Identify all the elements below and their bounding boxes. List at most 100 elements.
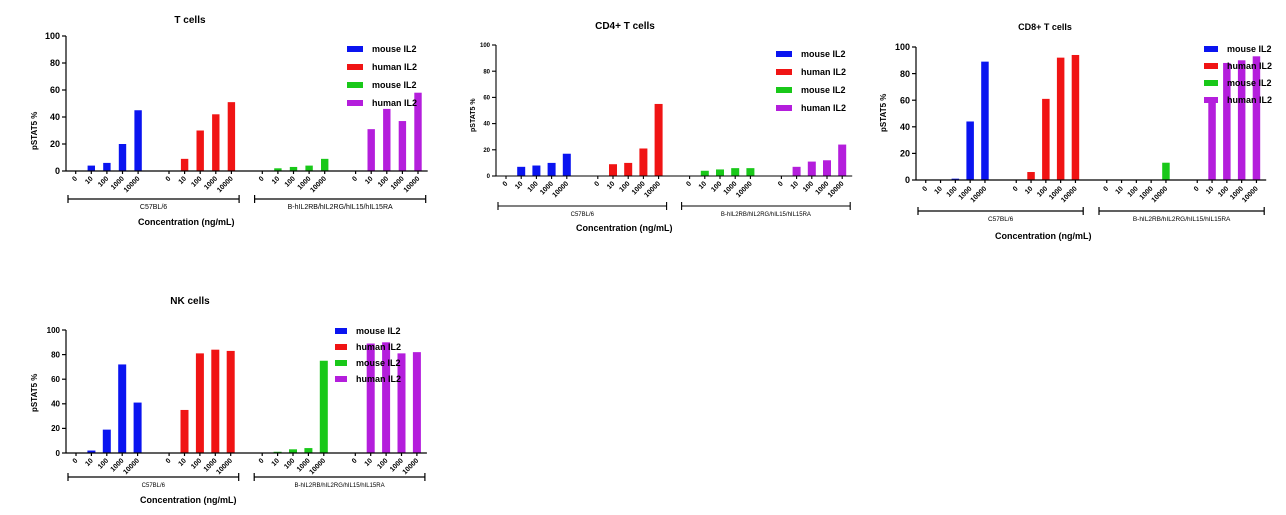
legend-label: mouse IL2 <box>356 358 401 368</box>
bar <box>227 102 236 171</box>
x-tick-label: 10000 <box>122 457 141 476</box>
bar <box>1223 62 1231 180</box>
legend-swatch <box>1204 79 1218 86</box>
bar <box>731 168 740 176</box>
bar <box>547 162 556 176</box>
bar <box>118 144 127 171</box>
x-tick-label: 0 <box>165 175 173 183</box>
x-tick-label: 100 <box>377 175 390 188</box>
y-axis-label: pSTAT5 % <box>30 373 39 412</box>
x-tick-label: 0 <box>258 457 266 465</box>
y-tick-label: 0 <box>55 166 60 176</box>
legend-item-human-il2: human IL2 <box>335 339 401 355</box>
x-tick-label: 10 <box>271 457 282 468</box>
y-tick-label: 80 <box>900 69 910 79</box>
legend-swatch <box>1204 45 1218 52</box>
bar <box>134 110 142 171</box>
legend-item-mouse-il2: mouse IL2 <box>347 40 417 58</box>
legend-swatch <box>1204 96 1218 103</box>
x-tick-label: 10 <box>934 185 945 196</box>
legend-label: mouse IL2 <box>1227 43 1272 54</box>
legend-item-mouse-il2: mouse IL2 <box>776 81 846 99</box>
x-tick-label: 100 <box>284 175 297 188</box>
bar <box>966 121 974 180</box>
legend-item-mouse-il2: mouse IL2 <box>335 323 401 339</box>
legend-item-mouse-il2: mouse IL2 <box>776 45 846 63</box>
legend-label: human IL2 <box>801 67 847 77</box>
legend-swatch <box>776 87 792 93</box>
x-tick-label: 10000 <box>827 180 846 199</box>
x-tick-label: 10 <box>606 180 617 191</box>
bar <box>289 166 298 171</box>
chart-t-cells: T cells pSTAT5 % 0 20 40 60 80 100 0 10 100 1000 1… <box>0 0 460 240</box>
legend-label: human IL2 <box>1227 94 1273 105</box>
bar <box>304 448 313 453</box>
x-tick-label: 10000 <box>216 175 235 194</box>
y-tick-label: 0 <box>56 449 61 458</box>
x-tick-label: 0 <box>1102 185 1110 193</box>
x-tick-label: 10 <box>1024 185 1035 196</box>
x-tick-label: 10000 <box>123 175 142 194</box>
bar <box>562 153 571 176</box>
bar <box>195 353 204 453</box>
bar <box>624 162 633 176</box>
chart-title: CD8+ T cells <box>1018 22 1072 32</box>
bar <box>180 409 189 453</box>
y-tick-label: 0 <box>487 174 491 180</box>
bar <box>823 160 831 176</box>
x-tick-label: 10000 <box>308 457 327 476</box>
y-tick-label: 60 <box>900 95 910 105</box>
bar <box>321 158 329 171</box>
legend-item-human-il2: human IL2 <box>776 63 846 81</box>
x-tick-label: 10000 <box>403 175 422 194</box>
legend-swatch <box>335 376 347 382</box>
x-tick-label: 0 <box>258 175 266 183</box>
x-tick-label: 100 <box>190 175 203 188</box>
legend: mouse IL2 human IL2 mouse IL2 human IL2 <box>347 40 417 112</box>
legend-label: mouse IL2 <box>372 80 417 90</box>
group-label: C57BL/6 <box>142 483 166 489</box>
y-tick-label: 60 <box>50 85 60 95</box>
x-tick-label: 10 <box>1205 185 1216 196</box>
legend-item-human-il2: human IL2 <box>347 94 417 112</box>
x-tick-label: 10 <box>178 175 189 186</box>
legend: mouse IL2 human IL2 mouse IL2 human IL2 <box>776 45 846 117</box>
legend-item-mouse-il2: mouse IL2 <box>347 76 417 94</box>
legend-swatch <box>347 46 363 52</box>
x-axis-label: Concentration (ng/mL) <box>576 223 673 233</box>
x-tick-label: 0 <box>351 175 359 183</box>
bar <box>654 103 663 176</box>
bar <box>274 168 282 171</box>
legend-swatch <box>347 100 363 106</box>
legend-label: human IL2 <box>1227 60 1273 71</box>
y-tick-label: 60 <box>483 96 490 102</box>
legend-label: mouse IL2 <box>356 326 401 336</box>
legend-swatch <box>335 344 347 350</box>
chart-title: T cells <box>174 15 206 26</box>
group-bracket <box>67 473 240 481</box>
legend-label: human IL2 <box>372 98 418 108</box>
x-tick-label: 0 <box>502 180 510 188</box>
group-bracket <box>681 202 851 210</box>
legend-item-mouse-il2: mouse IL2 <box>1204 74 1272 91</box>
bar <box>1237 60 1246 180</box>
x-tick-label: 10 <box>514 180 525 191</box>
y-tick-label: 20 <box>900 149 910 159</box>
bar <box>746 168 755 176</box>
x-tick-label: 10000 <box>735 180 754 199</box>
bar <box>1042 98 1050 180</box>
legend-item-mouse-il2: mouse IL2 <box>335 355 401 371</box>
x-tick-label: 0 <box>165 457 173 465</box>
y-axis-label: pSTAT5 % <box>879 93 888 132</box>
y-tick-label: 100 <box>895 42 910 52</box>
y-tick-label: 100 <box>45 31 60 41</box>
bar <box>414 92 422 171</box>
bar <box>951 178 960 180</box>
group-bracket <box>67 195 240 203</box>
y-tick-label: 40 <box>483 122 490 128</box>
bar <box>1071 54 1080 181</box>
bar <box>196 130 204 171</box>
y-tick-label: 80 <box>50 58 60 68</box>
